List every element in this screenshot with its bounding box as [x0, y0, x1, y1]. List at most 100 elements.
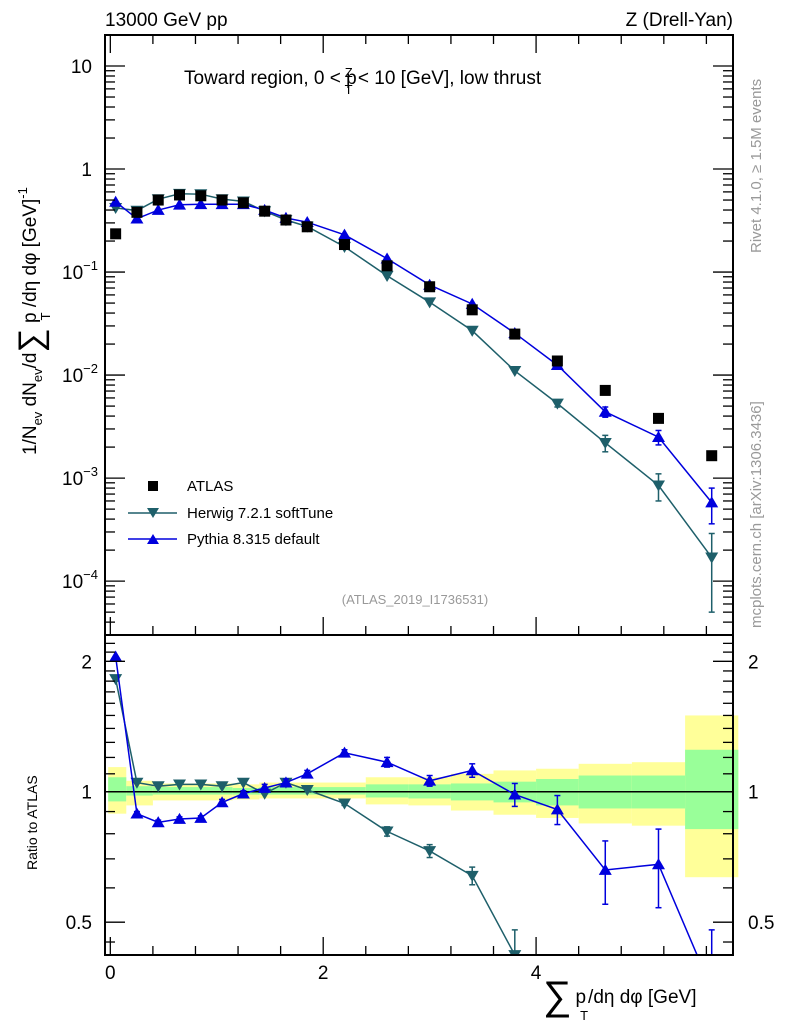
data-point — [279, 776, 293, 788]
ratio-y-tick-label-right: 2 — [748, 652, 759, 673]
rivet-version-label: Rivet 4.1.0, ≥ 1.5M events — [748, 79, 765, 253]
series-line — [115, 193, 713, 558]
data-point — [151, 203, 165, 215]
data-point — [381, 260, 393, 272]
ratio-y-tick-label-left: 0.5 — [66, 913, 92, 934]
ratio-y-axis-label: Ratio to ATLAS — [24, 775, 40, 870]
data-point — [173, 198, 187, 210]
ylabel-part: p — [20, 312, 41, 328]
data-point — [705, 496, 719, 508]
data-point — [152, 194, 164, 206]
data-point — [109, 650, 123, 662]
data-point — [337, 228, 351, 240]
data-point — [551, 355, 563, 367]
x-tick-label: 2 — [318, 963, 329, 984]
data-point — [237, 197, 249, 209]
legend-label: Pythia 8.315 default — [187, 531, 320, 548]
title-subscript: T — [345, 82, 353, 97]
data-point — [423, 846, 437, 858]
band-inner-green — [685, 749, 739, 830]
data-point — [109, 674, 123, 686]
header-right-label: Z (Drell-Yan) — [626, 10, 733, 31]
y-tick-label: 10−4 — [62, 567, 98, 593]
ratio-series-herwig — [109, 674, 561, 955]
ratio-series-pythia — [109, 650, 715, 955]
data-point — [423, 774, 437, 786]
legend-item-herwig: Herwig 7.2.1 softTune — [128, 505, 333, 522]
legend-item-pythia: Pythia 8.315 default — [128, 531, 320, 548]
y-tick-base: 10 — [62, 263, 83, 284]
uncertainty-bands — [108, 715, 739, 878]
xlabel-sum-symbol: ∑ — [543, 974, 572, 1018]
data-point — [465, 764, 479, 776]
title-superscript: Z — [345, 65, 353, 80]
y-tick-label: 1 — [81, 160, 92, 181]
plot-title: Toward region, 0 < pZ T < 10 [GeV], low t… — [184, 65, 542, 97]
legend-marker-triangle-down — [147, 508, 159, 518]
legend-marker-square — [148, 481, 158, 491]
data-point — [194, 811, 208, 823]
data-point — [380, 826, 394, 838]
data-point — [651, 430, 665, 442]
svg-text:1/Nev dNev/d∑ pT /dη dφ [GeV]: 1/Nev dNev/d∑ pT /dη dφ [GeV]-1 — [12, 187, 53, 455]
data-point — [599, 384, 611, 396]
data-point — [706, 450, 718, 462]
data-point — [258, 781, 272, 793]
data-point — [259, 205, 271, 217]
legend-label: Herwig 7.2.1 softTune — [187, 505, 333, 522]
analysis-id-label: (ATLAS_2019_I1736531) — [342, 592, 488, 607]
data-point — [465, 870, 479, 882]
data-point — [300, 767, 314, 779]
data-point — [705, 552, 719, 564]
band-inner-green — [126, 786, 153, 796]
ylabel-part: 1/N — [20, 425, 41, 455]
y-tick-exponent: −4 — [83, 567, 98, 582]
data-point — [380, 756, 394, 768]
series-pythia — [109, 195, 719, 525]
data-point — [194, 198, 208, 210]
data-point — [109, 195, 123, 207]
ratio-y-tick-label-left: 1 — [81, 783, 92, 804]
data-point — [380, 270, 394, 282]
ylabel-sup: -1 — [15, 187, 30, 199]
data-point — [300, 784, 314, 797]
data-point — [598, 863, 612, 875]
data-point — [465, 325, 479, 337]
series-herwig — [109, 188, 719, 613]
data-point — [194, 779, 208, 791]
legend-label: ATLAS — [187, 478, 233, 495]
y-tick-base: 10 — [62, 366, 83, 387]
data-point — [651, 858, 665, 870]
title-text-post: < 10 [GeV], low thrust — [353, 68, 542, 89]
data-point — [215, 796, 229, 808]
main-plot-content — [109, 188, 719, 613]
data-point — [215, 781, 229, 793]
data-point — [550, 398, 564, 410]
data-point — [110, 228, 122, 240]
xlabel-sub: T — [580, 1008, 588, 1023]
y-tick-base: 10 — [62, 469, 83, 490]
x-tick-label: 0 — [105, 963, 116, 984]
x-axis-label: ∑ p T/dη dφ [GeV] — [543, 974, 696, 1023]
data-point — [173, 812, 187, 824]
x-tick-labels: 0 2 4 — [105, 963, 542, 984]
data-point — [337, 798, 351, 810]
header-left-label: 13000 GeV pp — [105, 10, 228, 31]
ratio-y-tick-labels: 2 2 1 1 0.5 0.5 — [66, 652, 775, 934]
data-point — [236, 787, 250, 799]
ratio-plot-content — [105, 650, 739, 955]
band-inner-green — [259, 787, 366, 795]
ratio-y-tick-label-left: 2 — [81, 652, 92, 673]
data-point — [301, 221, 313, 233]
data-point — [598, 405, 612, 417]
data-point — [236, 777, 250, 789]
y-tick-exponent: −1 — [83, 258, 98, 273]
ratio-y-tick-label-right: 1 — [748, 783, 759, 804]
data-point — [151, 781, 165, 793]
data-point — [195, 190, 207, 202]
band-inner-green — [152, 787, 233, 795]
series-atlas — [110, 189, 718, 462]
data-point — [280, 214, 292, 226]
y-tick-base: 10 — [62, 572, 83, 593]
mcplots-label: mcplots.cern.ch [arXiv:1306.3436] — [748, 401, 765, 628]
